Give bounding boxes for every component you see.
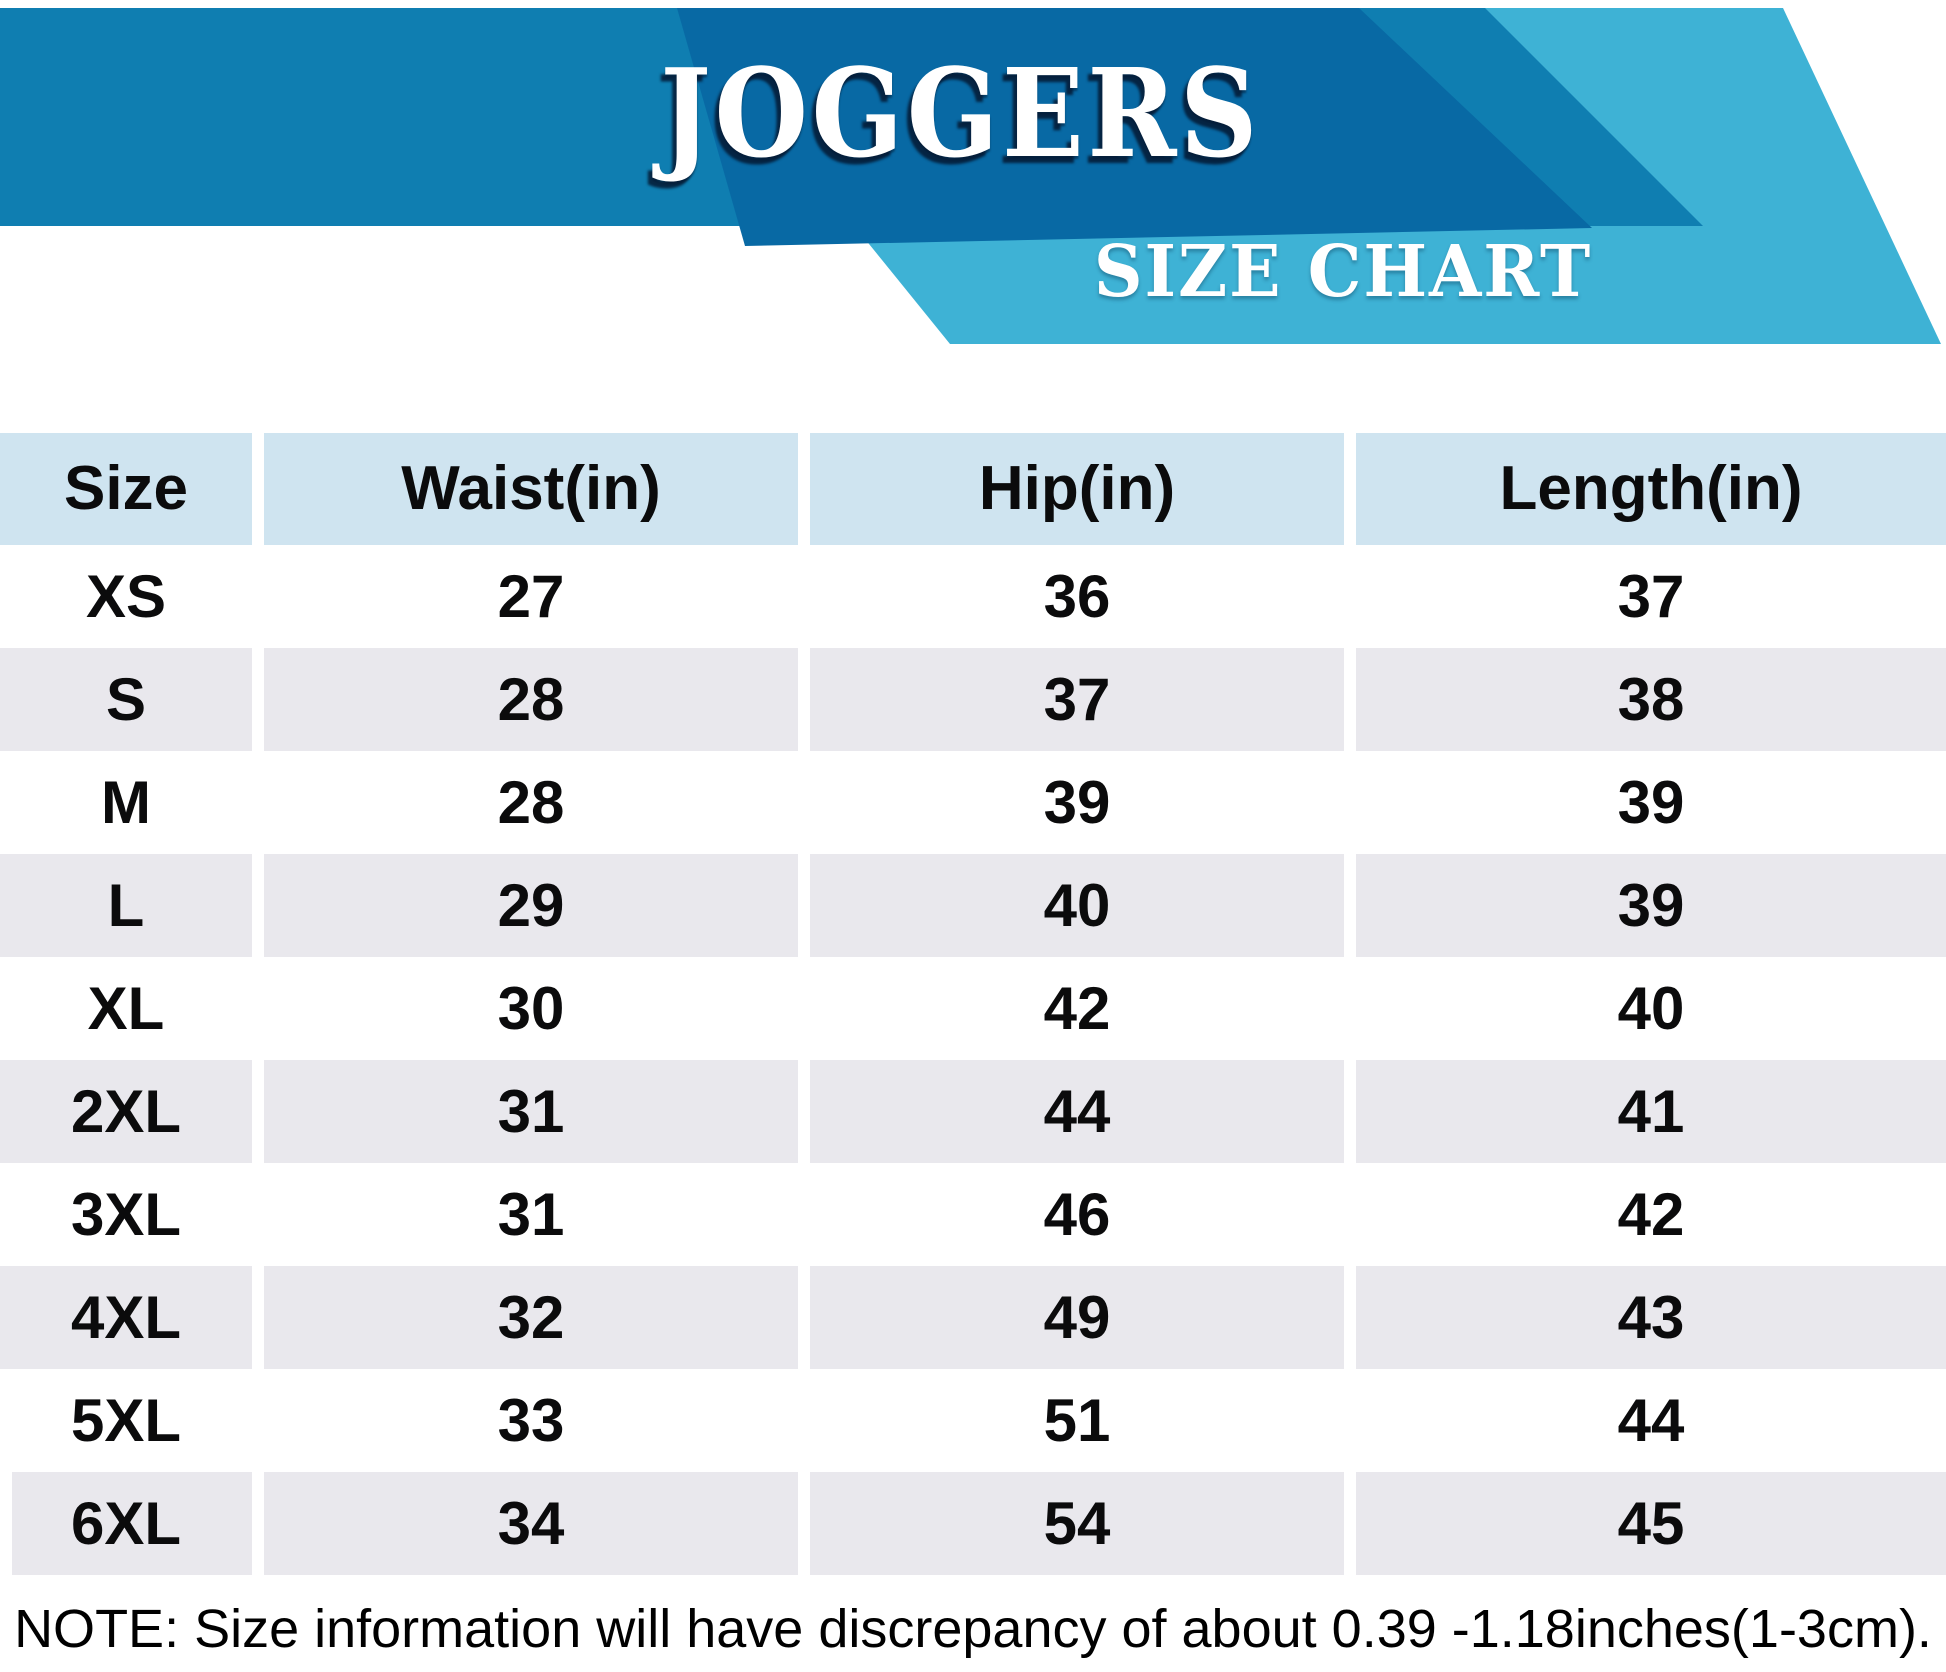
column-gap bbox=[252, 854, 264, 957]
cell-length: 39 bbox=[1356, 854, 1946, 957]
column-gap bbox=[798, 957, 810, 1060]
cell-hip: 42 bbox=[1043, 974, 1111, 1042]
cell-length: 44 bbox=[1617, 1386, 1685, 1454]
cell-length: 37 bbox=[1617, 562, 1685, 630]
column-gap bbox=[798, 648, 810, 751]
column-gap bbox=[798, 1163, 810, 1266]
cell-size: L bbox=[0, 854, 252, 957]
column-gap bbox=[1344, 854, 1356, 957]
cell-waist: 28 bbox=[264, 648, 798, 751]
cell-size: XL bbox=[87, 974, 165, 1042]
column-gap bbox=[798, 854, 810, 957]
cell-length: 43 bbox=[1356, 1266, 1946, 1369]
cell-size: 2XL bbox=[0, 1060, 252, 1163]
column-gap bbox=[1344, 1163, 1356, 1266]
cell-size: M bbox=[101, 768, 151, 836]
cell-length: 45 bbox=[1356, 1472, 1946, 1575]
column-gap bbox=[252, 433, 264, 545]
cell-size: XS bbox=[85, 562, 167, 630]
column-gap bbox=[798, 545, 810, 648]
cell-length: 42 bbox=[1617, 1180, 1685, 1248]
column-header-waist: Waist(in) bbox=[264, 433, 798, 545]
column-gap bbox=[798, 433, 810, 545]
cell-hip: 40 bbox=[810, 854, 1344, 957]
cell-length: 40 bbox=[1617, 974, 1685, 1042]
column-gap bbox=[798, 751, 810, 854]
column-gap bbox=[1344, 648, 1356, 751]
hero-banner: JOGGERS SIZE CHART bbox=[0, 0, 1946, 360]
column-gap bbox=[1344, 1369, 1356, 1472]
column-gap bbox=[252, 751, 264, 854]
cell-hip: 46 bbox=[1043, 1180, 1111, 1248]
cell-waist: 34 bbox=[264, 1472, 798, 1575]
page-title: JOGGERS bbox=[660, 41, 1262, 185]
cell-hip: 39 bbox=[1043, 768, 1111, 836]
cell-waist: 30 bbox=[497, 974, 565, 1042]
cell-hip: 54 bbox=[810, 1472, 1344, 1575]
cell-waist: 31 bbox=[264, 1060, 798, 1163]
cell-waist: 33 bbox=[497, 1386, 565, 1454]
cell-size: S bbox=[0, 648, 252, 751]
cell-hip: 37 bbox=[810, 648, 1344, 751]
column-gap bbox=[252, 1266, 264, 1369]
column-gap bbox=[252, 957, 264, 1060]
cell-waist: 32 bbox=[264, 1266, 798, 1369]
column-header-size: Size bbox=[0, 433, 252, 545]
cell-hip: 44 bbox=[810, 1060, 1344, 1163]
cell-length: 41 bbox=[1356, 1060, 1946, 1163]
column-gap bbox=[252, 648, 264, 751]
column-gap bbox=[1344, 433, 1356, 545]
column-header-hip: Hip(in) bbox=[810, 433, 1344, 545]
column-gap bbox=[1344, 751, 1356, 854]
cell-size: 5XL bbox=[70, 1386, 182, 1454]
column-gap bbox=[1344, 1060, 1356, 1163]
cell-hip: 49 bbox=[810, 1266, 1344, 1369]
column-gap bbox=[1344, 1472, 1356, 1575]
column-gap bbox=[798, 1060, 810, 1163]
column-gap bbox=[252, 1472, 264, 1575]
column-gap bbox=[798, 1472, 810, 1575]
page-subtitle: SIZE CHART bbox=[1093, 229, 1593, 313]
column-gap bbox=[1344, 957, 1356, 1060]
column-gap bbox=[1344, 1266, 1356, 1369]
cell-length: 39 bbox=[1617, 768, 1685, 836]
column-gap bbox=[798, 1266, 810, 1369]
column-gap bbox=[252, 545, 264, 648]
column-gap bbox=[252, 1060, 264, 1163]
cell-hip: 51 bbox=[1043, 1386, 1111, 1454]
column-gap bbox=[252, 1369, 264, 1472]
column-header-length: Length(in) bbox=[1356, 433, 1946, 545]
cell-waist: 31 bbox=[497, 1180, 565, 1248]
cell-size: 6XL bbox=[0, 1472, 252, 1575]
cell-length: 38 bbox=[1356, 648, 1946, 751]
cell-waist: 27 bbox=[497, 562, 565, 630]
size-table: Size Waist(in) Hip(in) Length(in) XS 27 … bbox=[0, 433, 1946, 1575]
cell-waist: 28 bbox=[497, 768, 565, 836]
size-discrepancy-note: NOTE: Size information will have discrep… bbox=[14, 1599, 1932, 1659]
cell-hip: 36 bbox=[1043, 562, 1111, 630]
cell-size: 4XL bbox=[0, 1266, 252, 1369]
column-gap bbox=[1344, 545, 1356, 648]
cell-waist: 29 bbox=[264, 854, 798, 957]
column-gap bbox=[252, 1163, 264, 1266]
column-gap bbox=[798, 1369, 810, 1472]
cell-size: 3XL bbox=[70, 1180, 182, 1248]
